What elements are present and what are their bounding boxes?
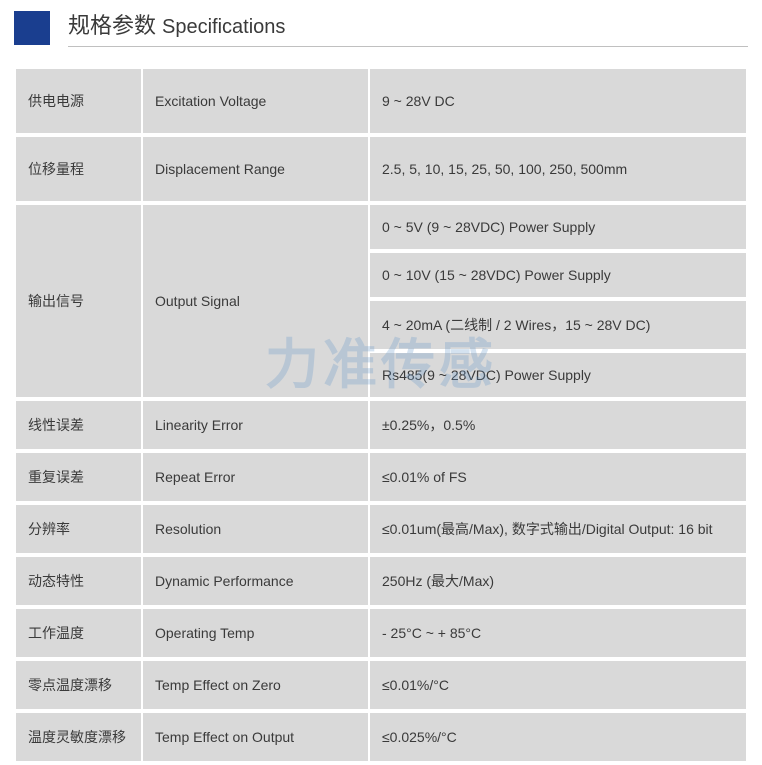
value-cell: ±0.25%，0.5%: [370, 401, 746, 449]
value-cell: ≤0.01% of FS: [370, 453, 746, 501]
param-cn-cell: 分辨率: [16, 505, 141, 553]
param-en-cell: Linearity Error: [143, 401, 368, 449]
table-row: 温度灵敏度漂移Temp Effect on Output≤0.025%/°C: [16, 713, 746, 761]
param-en-cell: Excitation Voltage: [143, 69, 368, 133]
value-cell: 0 ~ 10V (15 ~ 28VDC) Power Supply: [370, 253, 746, 297]
value-cell: 2.5, 5, 10, 15, 25, 50, 100, 250, 500mm: [370, 137, 746, 201]
table-row: 供电电源Excitation Voltage9 ~ 28V DC: [16, 69, 746, 133]
param-cn-cell: 线性误差: [16, 401, 141, 449]
value-cell: ≤0.025%/°C: [370, 713, 746, 761]
table-row: 重复误差Repeat Error≤0.01% of FS: [16, 453, 746, 501]
param-en-cell: Repeat Error: [143, 453, 368, 501]
param-cn-cell: 温度灵敏度漂移: [16, 713, 141, 761]
param-en-cell: Dynamic Performance: [143, 557, 368, 605]
param-cn-cell: 供电电源: [16, 69, 141, 133]
specifications-table: 供电电源Excitation Voltage9 ~ 28V DC位移量程Disp…: [14, 65, 748, 765]
param-cn-cell: 工作温度: [16, 609, 141, 657]
table-row: 线性误差Linearity Error±0.25%，0.5%: [16, 401, 746, 449]
value-cell: 4 ~ 20mA (二线制 / 2 Wires，15 ~ 28V DC): [370, 301, 746, 349]
value-cell: 9 ~ 28V DC: [370, 69, 746, 133]
table-row: 动态特性Dynamic Performance250Hz (最大/Max): [16, 557, 746, 605]
header-title-en: Specifications: [162, 16, 285, 39]
value-cell: 0 ~ 5V (9 ~ 28VDC) Power Supply: [370, 205, 746, 249]
param-cn-cell: 动态特性: [16, 557, 141, 605]
param-en-cell: Resolution: [143, 505, 368, 553]
header-square-icon: [14, 11, 50, 45]
param-en-cell: Displacement Range: [143, 137, 368, 201]
header-title-cn: 规格参数: [68, 8, 156, 40]
value-cell: - 25°C ~ + 85°C: [370, 609, 746, 657]
table-row: 位移量程Displacement Range2.5, 5, 10, 15, 25…: [16, 137, 746, 201]
value-cell: ≤0.01um(最高/Max), 数字式输出/Digital Output: 1…: [370, 505, 746, 553]
table-row: 输出信号Output Signal0 ~ 5V (9 ~ 28VDC) Powe…: [16, 205, 746, 249]
param-en-cell: Output Signal: [143, 205, 368, 397]
table-row: 工作温度Operating Temp- 25°C ~ + 85°C: [16, 609, 746, 657]
value-cell: 250Hz (最大/Max): [370, 557, 746, 605]
header-title: 规格参数 Specifications: [68, 8, 748, 47]
param-cn-cell: 重复误差: [16, 453, 141, 501]
param-cn-cell: 输出信号: [16, 205, 141, 397]
table-row: 分辨率Resolution≤0.01um(最高/Max), 数字式输出/Digi…: [16, 505, 746, 553]
param-en-cell: Temp Effect on Output: [143, 713, 368, 761]
param-cn-cell: 位移量程: [16, 137, 141, 201]
param-en-cell: Operating Temp: [143, 609, 368, 657]
section-header: 规格参数 Specifications: [14, 0, 748, 47]
value-cell: Rs485(9 ~ 28VDC) Power Supply: [370, 353, 746, 397]
